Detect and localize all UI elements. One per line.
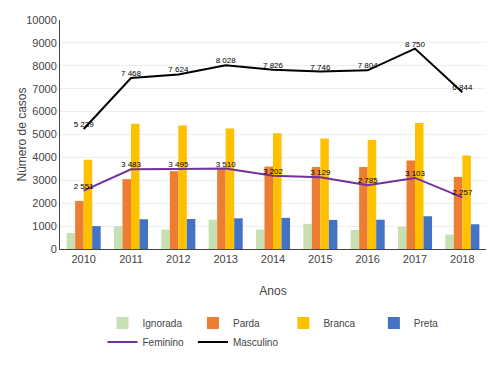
- svg-text:5 239: 5 239: [74, 120, 95, 129]
- svg-text:7 746: 7 746: [310, 63, 331, 72]
- svg-text:2 257: 2 257: [452, 188, 473, 197]
- svg-text:8 028: 8 028: [216, 56, 237, 65]
- svg-text:6000: 6000: [32, 105, 56, 117]
- svg-text:7 804: 7 804: [358, 61, 379, 70]
- svg-text:9000: 9000: [32, 37, 56, 49]
- svg-text:7000: 7000: [32, 83, 56, 95]
- svg-text:2015: 2015: [308, 253, 332, 265]
- svg-text:3 495: 3 495: [168, 160, 189, 169]
- svg-text:8000: 8000: [32, 60, 56, 72]
- svg-text:3 103: 3 103: [405, 169, 426, 178]
- svg-text:8 750: 8 750: [405, 40, 426, 49]
- svg-text:2010: 2010: [71, 253, 95, 265]
- svg-text:3 510: 3 510: [216, 160, 237, 169]
- svg-text:2016: 2016: [355, 253, 379, 265]
- svg-text:2011: 2011: [119, 253, 143, 265]
- svg-text:2 785: 2 785: [358, 176, 379, 185]
- svg-text:0: 0: [51, 243, 57, 255]
- svg-text:2013: 2013: [213, 253, 237, 265]
- svg-text:Branca: Branca: [323, 318, 355, 329]
- svg-text:3000: 3000: [32, 174, 56, 186]
- svg-text:Ignorada: Ignorada: [143, 318, 183, 329]
- svg-text:3 129: 3 129: [310, 168, 331, 177]
- svg-text:4000: 4000: [32, 151, 56, 163]
- svg-text:7 468: 7 468: [121, 69, 142, 78]
- svg-text:3 483: 3 483: [121, 160, 142, 169]
- svg-text:Preta: Preta: [414, 318, 438, 329]
- svg-text:Masculino: Masculino: [233, 337, 278, 348]
- svg-text:3 202: 3 202: [263, 167, 284, 176]
- svg-text:10000: 10000: [26, 14, 57, 26]
- svg-text:Número de casos: Número de casos: [15, 87, 29, 181]
- svg-text:6 844: 6 844: [452, 83, 473, 92]
- svg-text:2 551: 2 551: [74, 182, 95, 191]
- svg-text:Feminino: Feminino: [143, 337, 185, 348]
- svg-text:5000: 5000: [32, 128, 56, 140]
- svg-text:2012: 2012: [166, 253, 190, 265]
- svg-text:1000: 1000: [32, 220, 56, 232]
- svg-text:2014: 2014: [261, 253, 285, 265]
- svg-text:Anos: Anos: [259, 284, 286, 298]
- svg-text:2018: 2018: [450, 253, 474, 265]
- svg-text:Parda: Parda: [233, 318, 260, 329]
- svg-text:7 624: 7 624: [168, 65, 189, 74]
- svg-text:7 826: 7 826: [263, 61, 284, 70]
- svg-text:2000: 2000: [32, 197, 56, 209]
- svg-text:2017: 2017: [403, 253, 427, 265]
